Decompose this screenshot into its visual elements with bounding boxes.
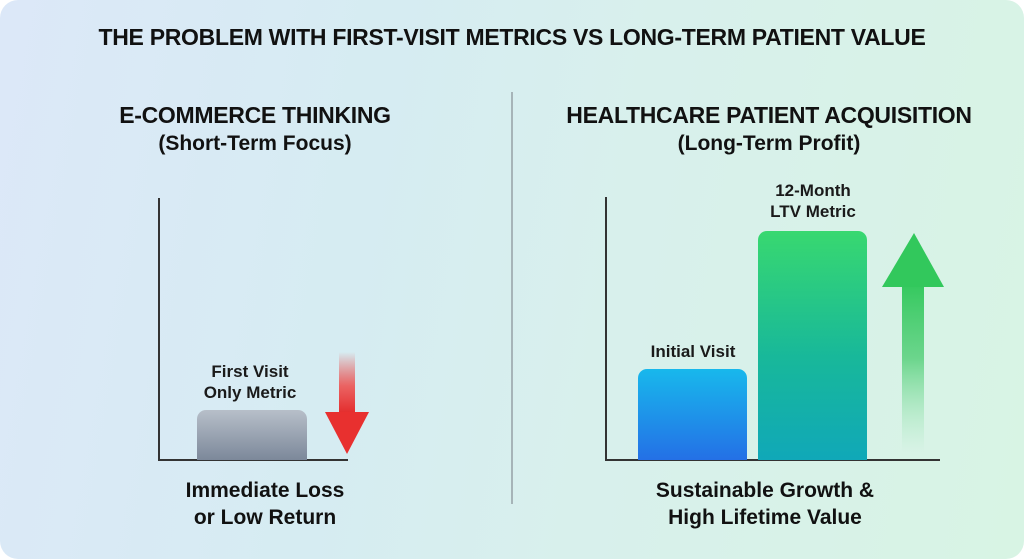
first-visit-label: First Visit Only Metric: [190, 361, 310, 403]
panel-divider: [511, 92, 513, 504]
right-footer-line1: Sustainable Growth &: [655, 479, 875, 502]
ltv-label: 12-Month LTV Metric: [748, 180, 878, 222]
first-visit-label-line2: Only Metric: [203, 383, 297, 402]
first-visit-bar: [197, 410, 307, 460]
left-footer: Immediate Loss or Low Return: [120, 477, 410, 531]
up-arrow-icon: [882, 233, 944, 453]
right-y-axis: [605, 197, 607, 461]
first-visit-label-line1: First Visit: [211, 362, 289, 381]
left-y-axis: [158, 198, 160, 461]
left-footer-line1: Immediate Loss: [185, 479, 345, 502]
ltv-bar: [758, 231, 867, 460]
left-panel-heading: E-COMMERCE THINKING: [119, 102, 391, 128]
right-x-axis: [605, 459, 940, 461]
right-panel-heading: HEALTHCARE PATIENT ACQUISITION: [566, 102, 972, 128]
right-footer: Sustainable Growth & High Lifetime Value: [600, 477, 930, 531]
initial-visit-bar: [638, 369, 747, 460]
down-arrow-icon: [325, 352, 369, 454]
ltv-label-line2: LTV Metric: [770, 202, 856, 221]
right-panel-subheading: (Long-Term Profit): [677, 132, 861, 155]
left-footer-line2: or Low Return: [193, 506, 337, 529]
right-footer-line2: High Lifetime Value: [668, 506, 862, 529]
left-x-axis: [158, 459, 348, 461]
ltv-label-line1: 12-Month: [775, 181, 851, 200]
left-panel-subheading: (Short-Term Focus): [158, 132, 352, 155]
page-title: THE PROBLEM WITH FIRST-VISIT METRICS VS …: [98, 24, 926, 50]
initial-visit-label: Initial Visit: [650, 342, 736, 361]
